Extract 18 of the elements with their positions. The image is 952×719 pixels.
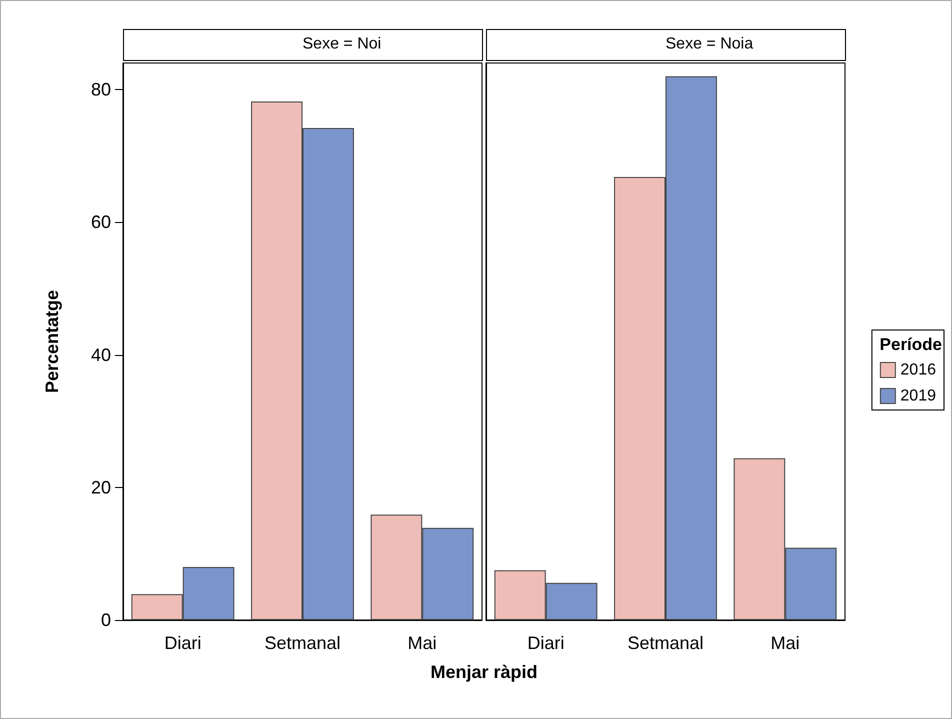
y-axis-title: Percentatge [42,290,62,394]
x-tick-label: Setmanal [627,633,704,653]
chart-title: Sexe = Noi [302,36,382,52]
y-tick-label: 20 [90,477,111,498]
x-tick-label: Diari [527,633,564,653]
y-tick-label: 60 [90,212,111,232]
y-tick-label: 0 [100,610,111,630]
legend-label: 2019 [900,388,936,404]
x-tick-label: Diari [164,633,202,653]
x-tick-label: Mai [408,633,437,653]
x-tick-label: Setmanal [264,633,341,653]
y-tick-label: 80 [90,80,111,100]
legend-label: 2016 [900,362,936,378]
y-tick-label: 40 [90,344,111,365]
chart-title: Sexe = Noia [666,36,754,52]
x-axis-title: Menjar ràpid [430,662,538,683]
x-tick-label: Mai [770,633,800,653]
legend-title: Període [880,335,942,354]
